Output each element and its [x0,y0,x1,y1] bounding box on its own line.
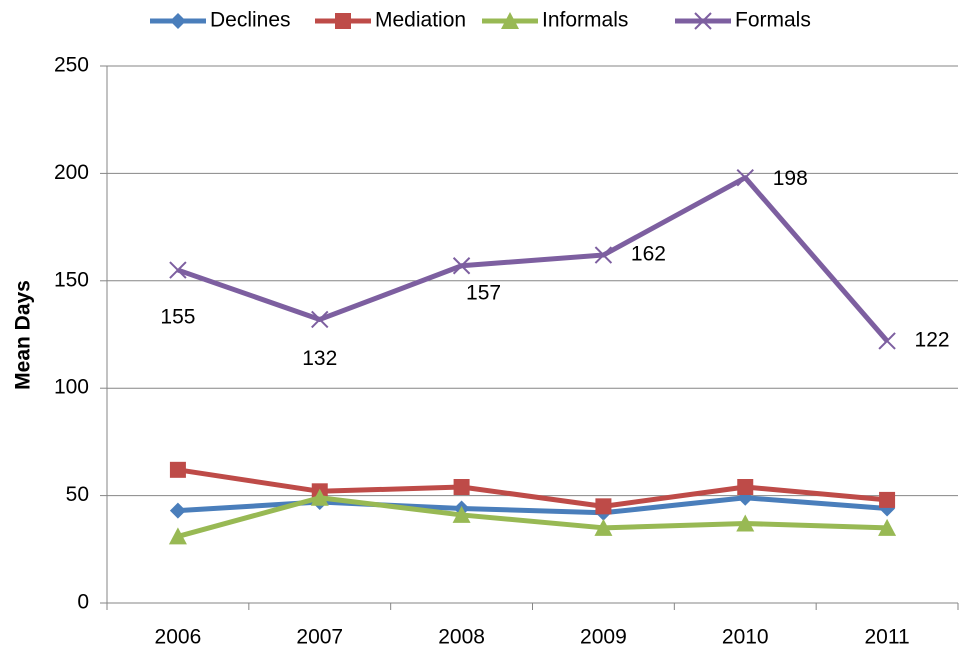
x-tick-label: 2007 [296,626,343,649]
legend-label: Informals [542,9,628,32]
marker [736,168,754,187]
marker [311,310,329,329]
legend-label: Mediation [375,9,466,32]
marker [335,13,351,29]
y-tick-label: 250 [54,54,89,77]
data-label: 162 [631,243,666,266]
data-label: 122 [915,328,950,351]
data-label: 198 [773,167,808,190]
y-tick-label: 200 [54,161,89,184]
series-line [177,467,888,509]
y-tick-label: 50 [66,483,89,506]
marker [736,514,755,532]
x-tick-label: 2010 [722,626,769,649]
marker [169,461,186,478]
marker [594,246,613,264]
data-label: 132 [302,347,337,370]
y-axis-label: Mean Days [12,280,35,390]
x-tick-label: 2011 [864,626,909,649]
marker [594,518,613,536]
marker [168,527,187,545]
marker [737,479,754,496]
marker [501,12,519,29]
data-label: 157 [466,281,501,304]
data-label: 155 [160,306,195,329]
marker [452,257,471,275]
x-tick-label: 2008 [438,626,485,649]
marker [595,498,612,515]
y-tick-label: 150 [54,268,89,291]
marker [878,332,896,350]
marker [694,12,712,30]
x-tick-label: 2009 [580,626,627,649]
series-line [177,495,888,539]
marker [169,502,186,519]
marker [453,479,470,496]
marker [170,13,186,29]
marker [879,491,896,508]
series-line [177,175,889,343]
legend-label: Formals [735,9,811,32]
legend-label: Declines [210,9,291,32]
x-tick-label: 2006 [155,626,202,649]
marker [878,518,897,536]
marker [169,261,187,279]
marker [310,488,329,506]
marker [452,505,471,523]
y-tick-label: 100 [54,376,89,399]
y-tick-label: 0 [77,591,89,614]
